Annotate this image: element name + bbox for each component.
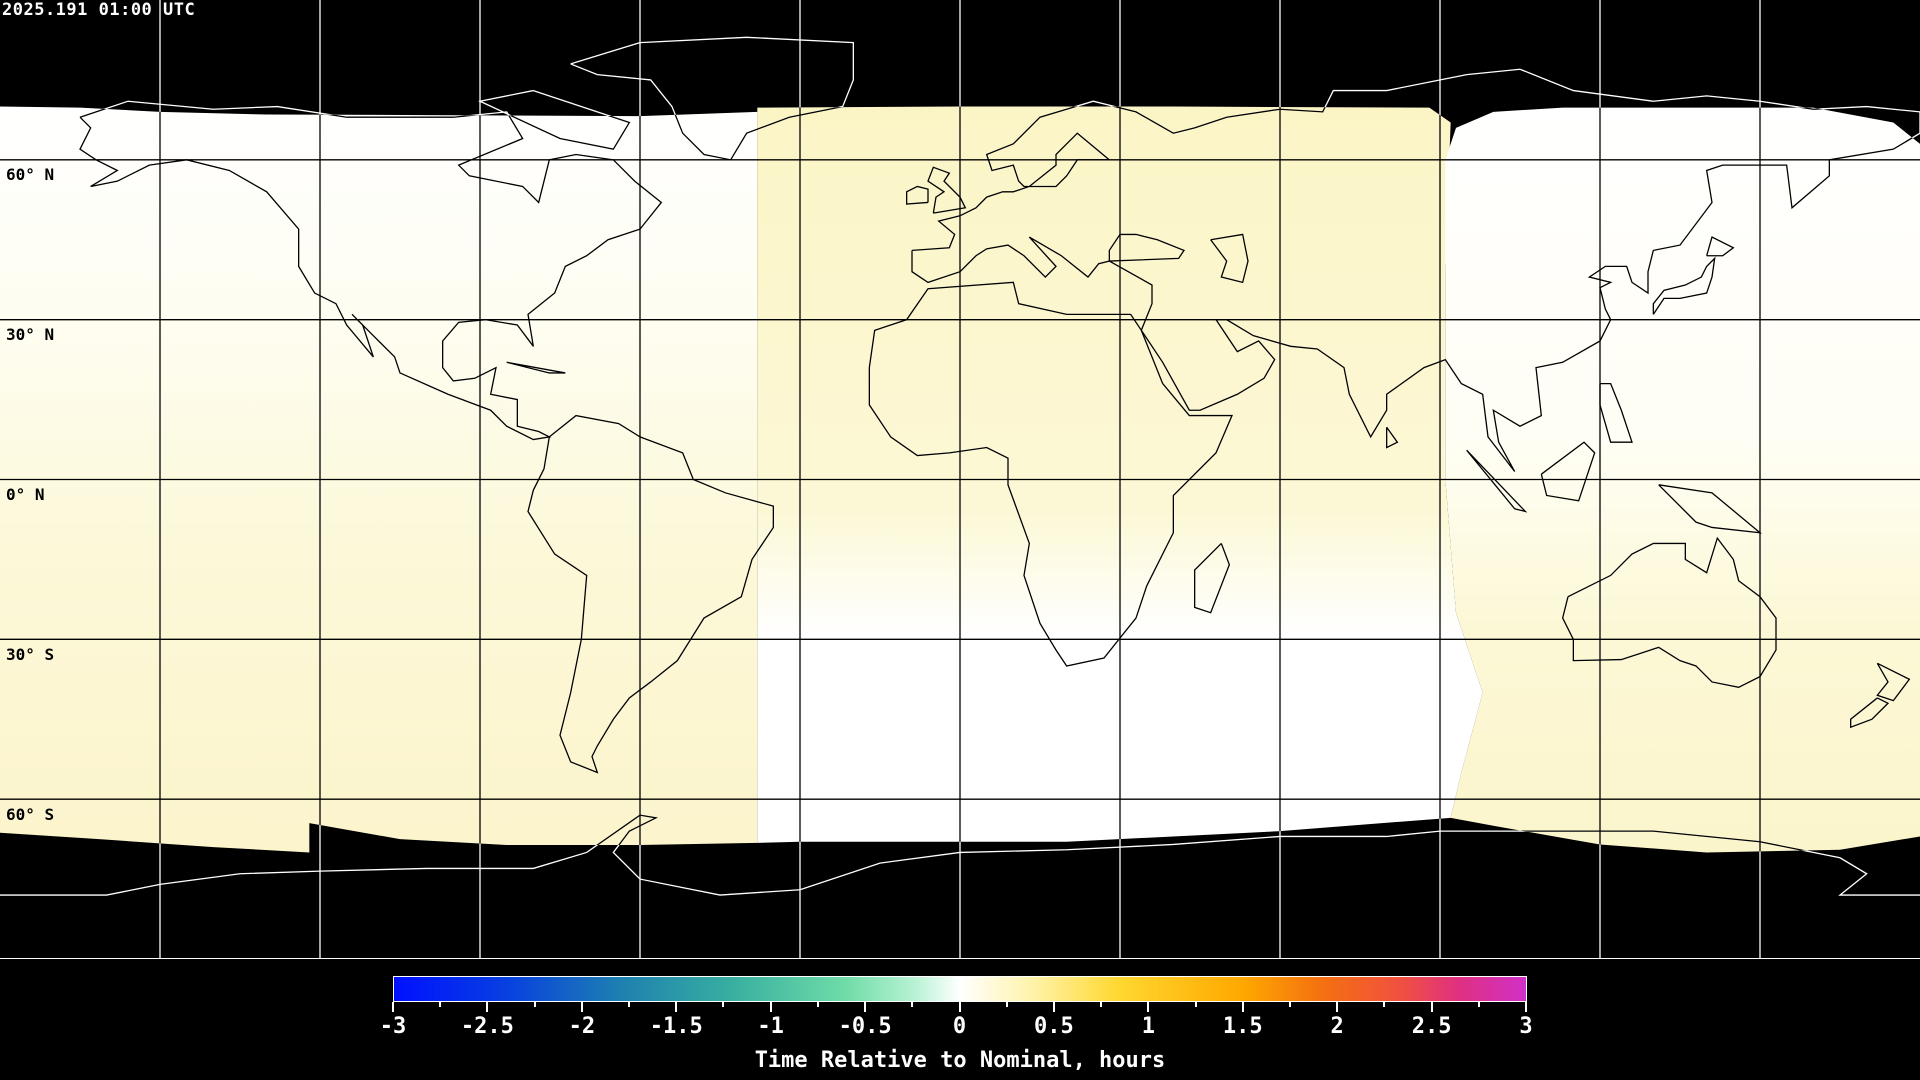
coastline-madagascar <box>1195 543 1230 612</box>
coastline-antarctica <box>0 815 1920 895</box>
coastline-australia <box>1563 538 1776 687</box>
colorbar-major-tick <box>1241 1002 1244 1012</box>
colorbar-tick-label: -2.5 <box>460 1014 514 1039</box>
coastline-new-guinea <box>1659 485 1760 533</box>
colorbar-tick-label: 3 <box>1519 1014 1533 1039</box>
map-border <box>0 958 1920 959</box>
colorbar-tick-label: 2.5 <box>1411 1014 1452 1039</box>
coastline-new-zealand-south <box>1851 698 1888 727</box>
coastline-south-america <box>528 416 773 773</box>
coastline-great-britain <box>928 167 965 213</box>
colorbar-major-tick <box>1147 1002 1150 1012</box>
lat-label-30s: 30° S <box>6 645 55 664</box>
colorbar-tick-label: -0.5 <box>838 1014 892 1039</box>
coastline-sri-lanka <box>1387 427 1398 447</box>
coastline-baffin-island <box>480 91 629 150</box>
lat-label-30n: 30° N <box>6 325 55 344</box>
world-map <box>0 0 1920 959</box>
graticule <box>0 0 1920 959</box>
colorbar-major-tick <box>1525 1002 1527 1012</box>
colorbar-major-tick <box>958 1002 961 1012</box>
lat-label-60s: 60° S <box>6 805 55 824</box>
colorbar-tick-label: 2 <box>1330 1014 1344 1039</box>
coastline-cuba <box>507 362 566 373</box>
coastline-philippines <box>1600 384 1632 443</box>
colorbar-major-tick <box>486 1002 489 1012</box>
colorbar-minor-tick <box>1005 1002 1008 1007</box>
colorbar-minor-tick <box>1194 1002 1197 1007</box>
colorbar-minor-tick <box>1383 1002 1386 1007</box>
colorbar-tick-label: -2 <box>568 1014 596 1039</box>
colorbar-minor-tick <box>1477 1002 1480 1007</box>
colorbar-tick-label: -1.5 <box>649 1014 703 1039</box>
coastline-eurasia <box>912 69 1920 471</box>
colorbar-minor-tick <box>722 1002 725 1007</box>
coastline-new-zealand-north <box>1877 663 1909 700</box>
colorbar-tick-label: 0 <box>952 1014 967 1039</box>
colorbar-tick-label: 1.5 <box>1222 1014 1263 1039</box>
coastline-ireland <box>907 186 928 204</box>
lat-label-0n: 0° N <box>6 485 45 504</box>
colorbar-major-tick <box>864 1002 867 1012</box>
colorbar-minor-tick <box>816 1002 819 1007</box>
coastline-north-america <box>80 101 661 439</box>
colorbar-major-tick <box>1336 1002 1339 1012</box>
colorbar-minor-tick <box>533 1002 536 1007</box>
coastline-sumatra <box>1467 450 1526 511</box>
lat-label-60n: 60° N <box>6 165 55 184</box>
colorbar-tick-label: 0.5 <box>1034 1014 1074 1039</box>
colorbar-major-tick <box>675 1002 678 1012</box>
coastline-hokkaido <box>1707 237 1734 256</box>
colorbar-major-tick <box>769 1002 772 1012</box>
coastline-japan <box>1653 258 1714 314</box>
colorbar-minor-tick <box>911 1002 914 1007</box>
colorbar-major-tick <box>1430 1002 1433 1012</box>
colorbar <box>393 976 1527 1002</box>
colorbar-minor-tick <box>1288 1002 1291 1007</box>
colorbar-tick-label: -3 <box>379 1014 407 1039</box>
colorbar-title: Time Relative to Nominal, hours <box>754 1048 1166 1073</box>
colorbar-major-tick <box>392 1002 394 1012</box>
coastline-africa <box>869 282 1232 666</box>
coastline-greenland <box>571 37 854 160</box>
colorbar-minor-tick <box>1100 1002 1103 1007</box>
colorbar-tick-label: -1 <box>757 1014 784 1039</box>
coastline-caspian-sea <box>1211 234 1248 282</box>
coastline-borneo <box>1541 442 1594 501</box>
colorbar-major-tick <box>580 1002 583 1012</box>
timestamp: 2025.191 01:00 UTC <box>2 0 196 20</box>
colorbar-tick-label: 1 <box>1141 1014 1155 1039</box>
colorbar-minor-tick <box>439 1002 442 1007</box>
coastlines <box>0 37 1920 895</box>
coastline-black-sea <box>1109 234 1184 261</box>
colorbar-major-tick <box>1052 1002 1055 1012</box>
colorbar-minor-tick <box>628 1002 631 1007</box>
